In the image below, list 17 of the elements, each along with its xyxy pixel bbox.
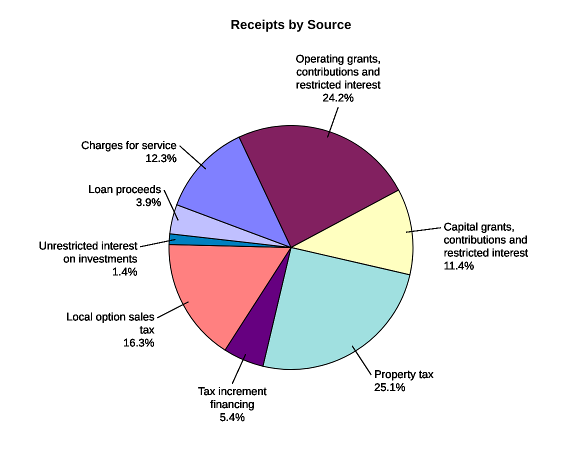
- data-label: 25.1%: [374, 382, 406, 394]
- slice-label: Unrestricted interest on investments: [38, 240, 138, 266]
- chart-title: Receipts by Source: [230, 17, 352, 32]
- data-label: 3.9%: [136, 197, 162, 210]
- slice-label: Local option sales tax: [66, 312, 155, 337]
- slice-label: Operating grants, contributions and restricted interest: [296, 54, 381, 92]
- legend-label: Capital grants, contributions and restricted interest: [444, 222, 528, 260]
- slice-label: Loan proceeds: [88, 184, 162, 196]
- data-label: 5.4%: [220, 412, 246, 424]
- slice-label: Tax increment financing: [198, 386, 267, 412]
- data-label: 16.3%: [123, 338, 155, 350]
- slice-label: Property tax: [374, 368, 434, 381]
- data-label: 24.2%: [322, 92, 354, 105]
- data-label: 1.4%: [112, 266, 138, 279]
- slice-label: Charges for service: [81, 140, 177, 152]
- data-label: 11.4%: [444, 260, 474, 273]
- data-label: 12.3%: [145, 152, 177, 165]
